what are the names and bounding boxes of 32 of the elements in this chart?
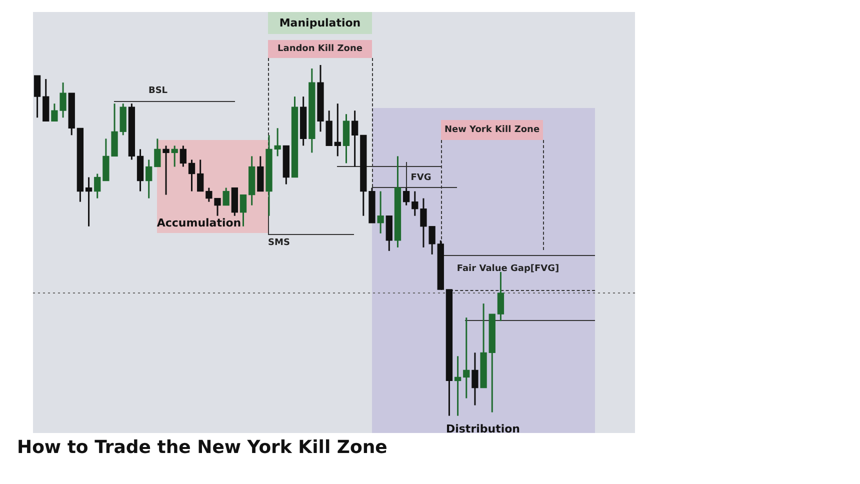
annotation: Fair Value Gap[FVG] — [456, 264, 560, 274]
candlestick — [402, 187, 410, 206]
candlestick — [34, 74, 41, 118]
candlestick — [472, 352, 478, 406]
candlestick — [94, 173, 101, 200]
candlestick — [154, 138, 161, 168]
candlestick — [412, 190, 418, 217]
text: Distribution — [446, 422, 520, 436]
candlestick — [274, 127, 281, 157]
annotation: SMS — [268, 238, 290, 248]
text: Manipulation — [279, 16, 361, 30]
candlestick — [497, 271, 504, 322]
candlestick — [188, 158, 196, 192]
candlestick — [146, 158, 152, 200]
annotation: BSL — [148, 86, 168, 96]
candlestick — [85, 176, 92, 228]
candlestick — [351, 110, 358, 168]
text: Landon Kill Zone — [278, 44, 362, 54]
candlestick — [171, 144, 178, 168]
candlestick — [197, 158, 204, 192]
candlestick — [222, 187, 230, 206]
candlestick — [162, 144, 170, 196]
candlestick — [454, 355, 462, 417]
annotation: Accumulation — [156, 216, 242, 230]
annotation: FVG — [410, 173, 432, 183]
annotation: New York Kill Zone — [444, 125, 540, 135]
candlestick — [377, 190, 384, 234]
candlestick — [334, 102, 341, 157]
candlestick — [180, 144, 187, 168]
candlestick — [463, 316, 470, 400]
text: How to Trade the New York Kill Zone — [17, 437, 388, 458]
candlestick — [240, 194, 247, 228]
